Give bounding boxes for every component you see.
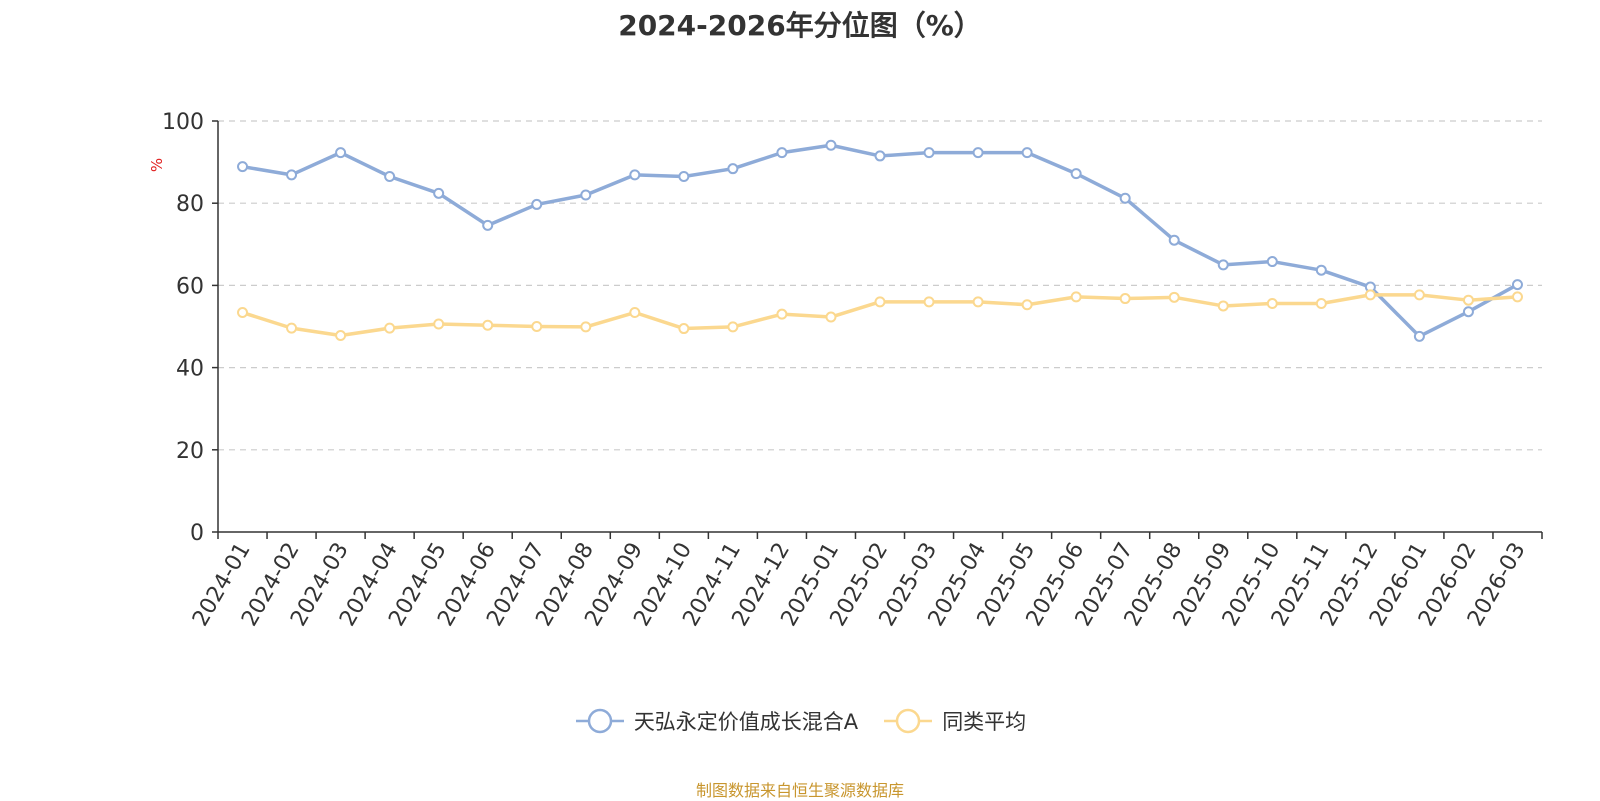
- data-point: [776, 308, 788, 320]
- data-point: [1021, 147, 1033, 159]
- data-point: [1217, 300, 1229, 312]
- y-axis-label: %: [148, 158, 166, 172]
- legend: 天弘永定价值成长混合A 同类平均: [0, 706, 1600, 736]
- data-point: [1462, 306, 1474, 318]
- y-tick-label: 20: [176, 439, 204, 464]
- data-point: [972, 147, 984, 159]
- legend-marker-icon: [575, 708, 624, 734]
- data-point: [874, 150, 886, 162]
- data-point: [482, 319, 494, 331]
- series-2: [237, 289, 1523, 342]
- y-tick-label: 80: [176, 192, 204, 217]
- legend-item-2[interactable]: 同类平均: [882, 706, 1026, 736]
- series-1: [237, 139, 1523, 342]
- data-point: [237, 161, 249, 173]
- y-tick-label: 60: [176, 274, 204, 299]
- data-point: [1119, 293, 1131, 305]
- y-tick-label: 100: [162, 110, 204, 135]
- data-point: [1511, 279, 1523, 291]
- legend-label: 天弘永定价值成长混合A: [633, 710, 859, 734]
- data-point: [874, 296, 886, 308]
- data-point: [580, 189, 592, 201]
- legend-marker-icon: [884, 708, 933, 734]
- data-point: [678, 323, 690, 335]
- data-point: [1462, 294, 1474, 306]
- data-point: [384, 322, 396, 334]
- data-source-note: 制图数据来自恒生聚源数据库: [695, 781, 904, 800]
- data-point: [923, 296, 935, 308]
- y-tick-label: 40: [176, 357, 204, 382]
- data-point: [972, 296, 984, 308]
- data-point: [1266, 297, 1278, 309]
- data-point: [1070, 168, 1082, 180]
- data-point: [629, 307, 641, 319]
- data-point: [482, 219, 494, 231]
- data-point: [531, 198, 543, 210]
- legend-label: 同类平均: [942, 710, 1027, 734]
- data-point: [580, 321, 592, 333]
- series-lines: [237, 139, 1523, 342]
- data-point: [1364, 289, 1376, 301]
- data-point: [923, 147, 935, 159]
- data-point: [629, 169, 641, 181]
- data-point: [335, 147, 347, 159]
- chart-title: 2024-2026年分位图（%）: [618, 9, 982, 42]
- data-point: [286, 169, 298, 181]
- data-point: [1315, 264, 1327, 276]
- data-point: [678, 170, 690, 182]
- data-point: [335, 330, 347, 342]
- data-point: [1266, 256, 1278, 268]
- data-point: [1021, 299, 1033, 311]
- data-point: [433, 187, 445, 199]
- gridlines: [218, 120, 1542, 451]
- data-point: [1217, 259, 1229, 271]
- data-point: [727, 321, 739, 333]
- data-point: [825, 139, 837, 151]
- series-line: [240, 143, 1520, 339]
- legend-item-1[interactable]: 天弘永定价值成长混合A: [574, 706, 858, 736]
- data-point: [286, 322, 298, 334]
- data-point: [531, 321, 543, 332]
- axes: 020406080100%2024-012024-022024-032024-0…: [148, 110, 1543, 631]
- y-tick-label: 0: [190, 521, 204, 546]
- data-point: [1070, 291, 1082, 303]
- data-point: [1168, 291, 1180, 303]
- data-point: [384, 170, 396, 182]
- data-point: [776, 147, 788, 159]
- data-point: [1511, 291, 1523, 303]
- data-point: [1413, 289, 1425, 301]
- data-point: [1119, 192, 1131, 204]
- data-point: [1168, 234, 1180, 246]
- data-point: [237, 307, 249, 319]
- data-point: [433, 318, 445, 330]
- data-point: [825, 311, 837, 323]
- data-point: [1315, 297, 1327, 309]
- data-point: [1413, 330, 1425, 342]
- data-point: [727, 163, 739, 175]
